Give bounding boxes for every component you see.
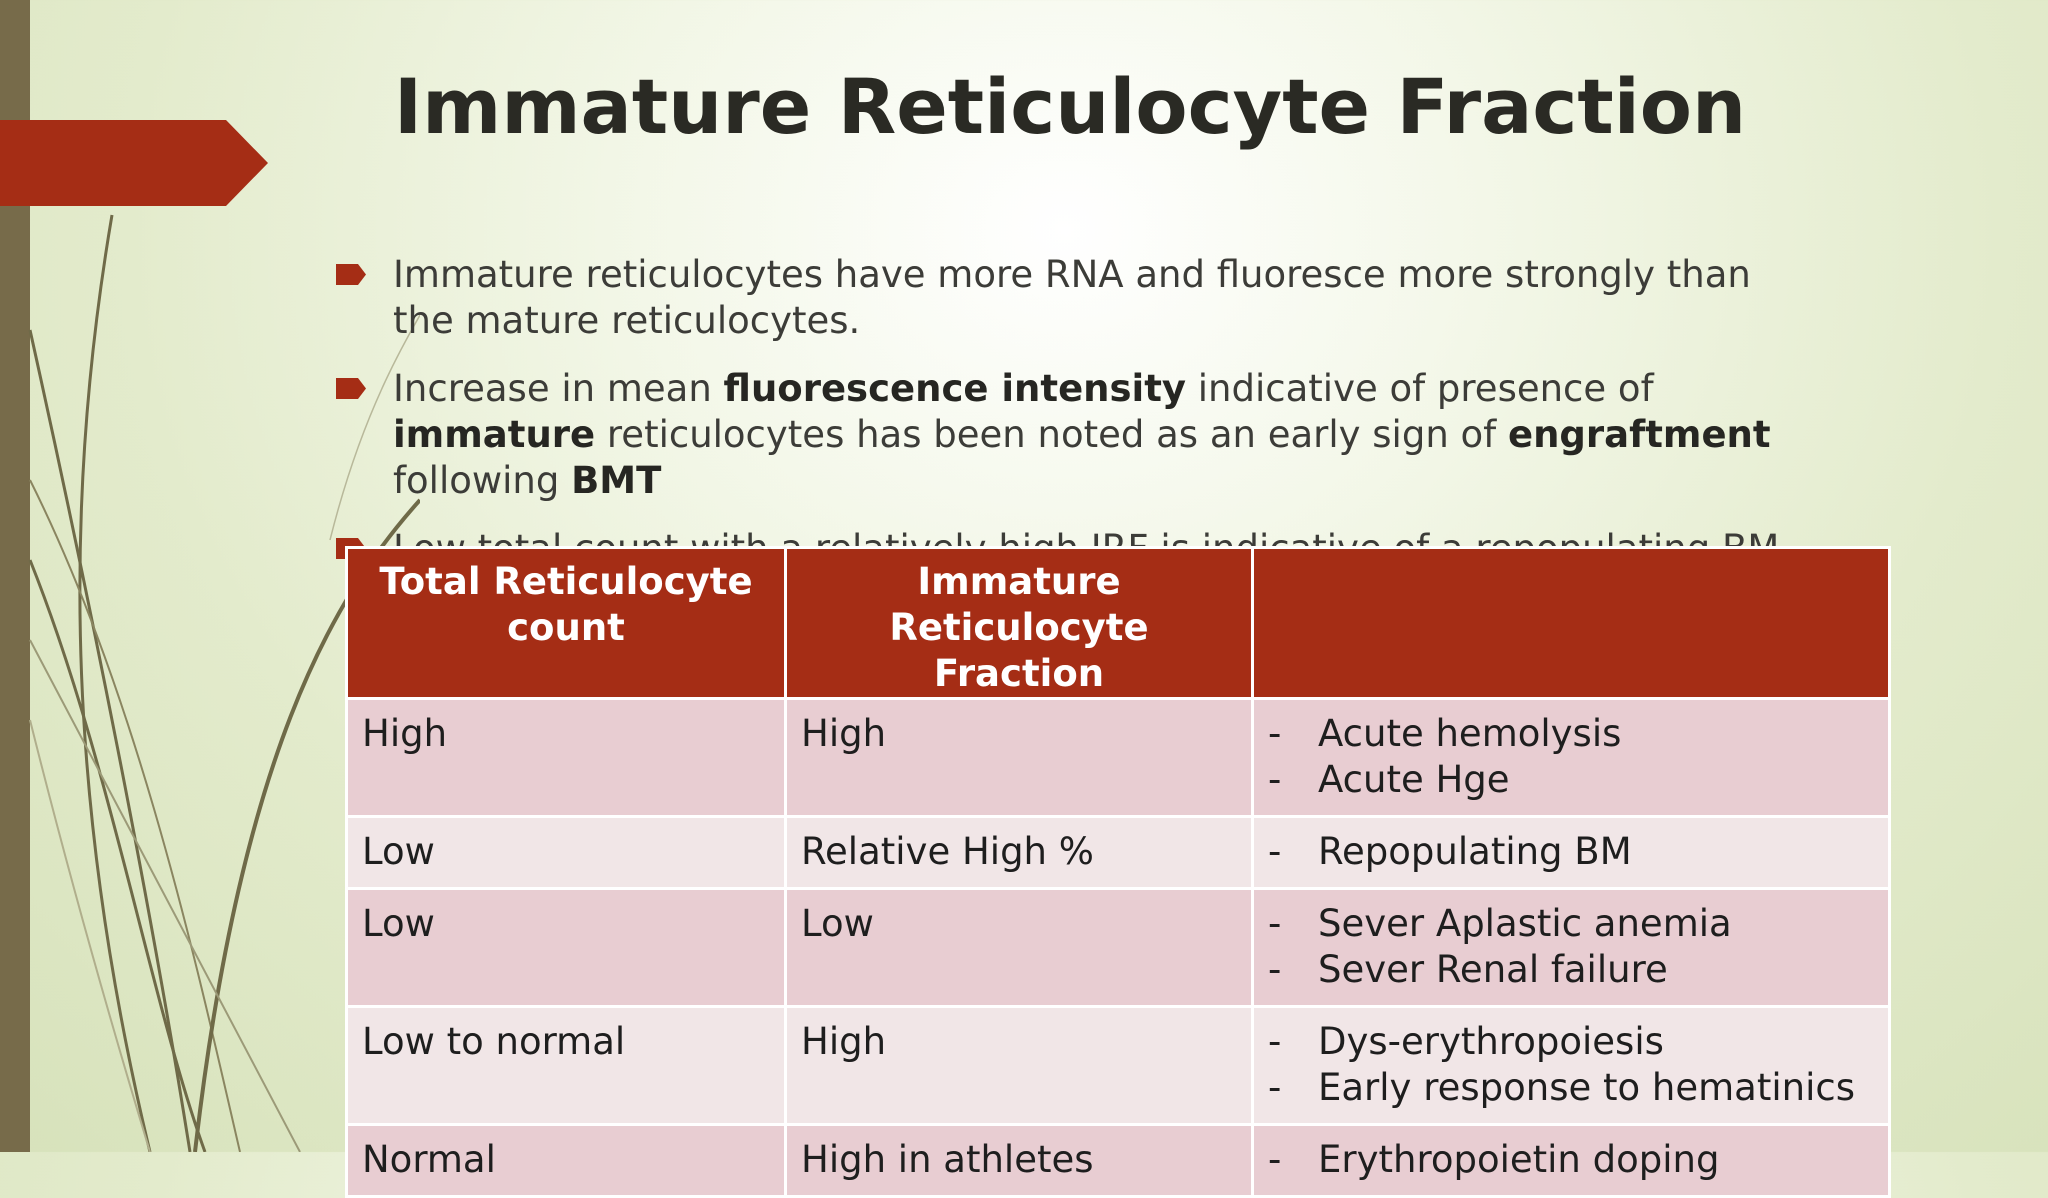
dash-marker: -	[1268, 758, 1282, 801]
dash-marker: -	[1268, 902, 1282, 945]
cell-irf: Low	[784, 887, 1254, 1008]
table-row: Normal High in athletes - Erythropoietin do…	[345, 1123, 1891, 1198]
bullet-item: Immature reticulocytes have more RNA and…	[336, 252, 1816, 344]
condition-text: Acute Hge	[1318, 758, 1510, 801]
cell-conditions: - Repopulating BM	[1251, 815, 1891, 890]
bullet-bold-text: engraftment	[1507, 413, 1771, 456]
cell-irf: High	[784, 697, 1254, 818]
condition-text: Sever Renal failure	[1318, 948, 1668, 991]
decorative-curves	[28, 214, 420, 1152]
condition-text: Repopulating BM	[1318, 830, 1632, 873]
condition-item: - Acute Hge	[1268, 757, 1874, 803]
bullet-bold-text: immature	[393, 413, 596, 456]
condition-item: - Dys-erythropoiesis	[1268, 1019, 1874, 1065]
bullet-item: Increase in mean fluorescence intensity …	[336, 366, 1816, 504]
condition-item: - Sever Renal failure	[1268, 947, 1874, 993]
header-total-count: Total Reticulocyte count	[345, 546, 787, 700]
bullet-list: Immature reticulocytes have more RNA and…	[336, 252, 1816, 594]
table-row: High High - Acute hemolysis - Acute Hge	[345, 697, 1891, 818]
table-row: Low Relative High % - Repopulating BM	[345, 815, 1891, 890]
dash-marker: -	[1268, 1066, 1282, 1109]
cell-irf: High in athletes	[784, 1123, 1254, 1198]
cell-total-count: Normal	[345, 1123, 787, 1198]
bullet-bold-text: BMT	[571, 459, 662, 502]
bullet-text: Immature reticulocytes have more RNA and…	[393, 253, 1751, 342]
condition-item: - Acute hemolysis	[1268, 711, 1874, 757]
table-row: Low to normal High - Dys-erythropoiesis - Ear…	[345, 1005, 1891, 1126]
bullet-arrow-icon	[336, 378, 366, 399]
header-blank	[1251, 546, 1891, 700]
condition-text: Dys-erythropoiesis	[1318, 1020, 1664, 1063]
condition-item: - Repopulating BM	[1268, 829, 1874, 875]
header-irf: Immature Reticulocyte Fraction	[784, 546, 1254, 700]
cell-conditions: - Erythropoietin doping	[1251, 1123, 1891, 1198]
cell-conditions: - Sever Aplastic anemia - Sever Renal failu…	[1251, 887, 1891, 1008]
table-header-row: Total Reticulocyte count Immature Reticu…	[345, 546, 1891, 700]
cell-total-count: Low to normal	[345, 1005, 787, 1126]
condition-item: - Early response to hematinics	[1268, 1065, 1874, 1111]
dash-marker: -	[1268, 948, 1282, 991]
table-row: Low Low - Sever Aplastic anemia - Sever Renal…	[345, 887, 1891, 1008]
bullet-text: Increase in mean	[393, 367, 724, 410]
dash-marker: -	[1268, 712, 1282, 755]
bullet-text: reticulocytes has been noted as an early…	[595, 413, 1508, 456]
condition-text: Sever Aplastic anemia	[1318, 902, 1732, 945]
condition-item: - Erythropoietin doping	[1268, 1137, 1874, 1183]
slide-title: Immature Reticulocyte Fraction	[393, 62, 1747, 151]
cell-irf: High	[784, 1005, 1254, 1126]
condition-item: - Sever Aplastic anemia	[1268, 901, 1874, 947]
bullet-arrow-icon	[336, 264, 366, 285]
cell-total-count: Low	[345, 887, 787, 1008]
cell-total-count: Low	[345, 815, 787, 890]
title-accent-tab	[0, 120, 268, 206]
dash-marker: -	[1268, 1138, 1282, 1181]
dash-marker: -	[1268, 1020, 1282, 1063]
condition-text: Early response to hematinics	[1318, 1066, 1855, 1109]
cell-irf: Relative High %	[784, 815, 1254, 890]
cell-conditions: - Acute hemolysis - Acute Hge	[1251, 697, 1891, 818]
dash-marker: -	[1268, 830, 1282, 873]
irf-table: Total Reticulocyte count Immature Reticu…	[345, 546, 1891, 1198]
bullet-text: indicative of presence of	[1186, 367, 1654, 410]
cell-conditions: - Dys-erythropoiesis - Early response to he…	[1251, 1005, 1891, 1126]
bullet-text: following	[393, 459, 572, 502]
condition-text: Acute hemolysis	[1318, 712, 1622, 755]
bullet-bold-text: fluorescence intensity	[723, 367, 1187, 410]
cell-total-count: High	[345, 697, 787, 818]
condition-text: Erythropoietin doping	[1318, 1138, 1720, 1181]
